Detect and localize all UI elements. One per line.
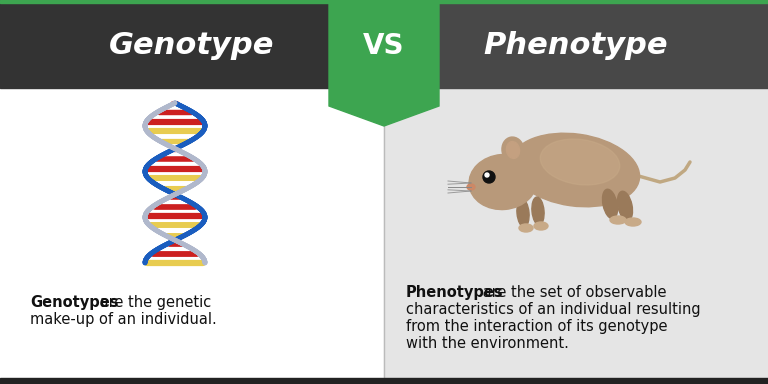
Bar	[0, 88, 384, 378]
Text: VS: VS	[363, 32, 405, 60]
Ellipse shape	[511, 133, 640, 207]
Ellipse shape	[534, 222, 548, 230]
Text: Genotype: Genotype	[109, 31, 275, 61]
Bar	[384, 0, 768, 88]
Ellipse shape	[519, 224, 533, 232]
Text: with the environment.: with the environment.	[406, 336, 569, 351]
Ellipse shape	[502, 137, 524, 163]
Text: from the interaction of its genotype: from the interaction of its genotype	[406, 319, 667, 334]
Bar	[0, 0, 384, 88]
Circle shape	[485, 173, 489, 177]
Ellipse shape	[610, 216, 626, 224]
Ellipse shape	[469, 154, 537, 210]
Text: Genotypes: Genotypes	[30, 295, 118, 310]
Ellipse shape	[602, 189, 617, 219]
Text: are the genetic: are the genetic	[94, 295, 211, 310]
Polygon shape	[329, 3, 439, 126]
Text: Phenotypes: Phenotypes	[406, 285, 504, 300]
Ellipse shape	[617, 191, 633, 221]
Bar	[0, 378, 768, 384]
Ellipse shape	[625, 218, 641, 226]
Text: characteristics of an individual resulting: characteristics of an individual resulti…	[406, 302, 700, 317]
Circle shape	[483, 171, 495, 183]
Bar	[384, 88, 768, 378]
Ellipse shape	[540, 139, 620, 185]
Text: Phenotype: Phenotype	[484, 31, 668, 61]
Ellipse shape	[467, 184, 475, 190]
Ellipse shape	[517, 199, 529, 227]
Text: make-up of an individual.: make-up of an individual.	[30, 312, 217, 327]
Bar	[0, 0, 768, 3]
Ellipse shape	[532, 197, 544, 225]
Ellipse shape	[506, 142, 520, 159]
Text: are the set of observable: are the set of observable	[478, 285, 667, 300]
